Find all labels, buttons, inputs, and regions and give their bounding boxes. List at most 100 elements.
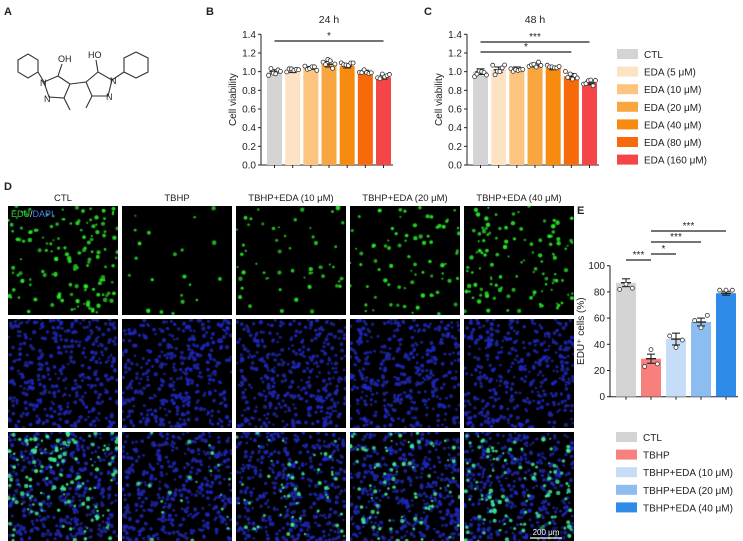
data-point: [377, 76, 383, 82]
bar-eda-5-m-: [491, 69, 507, 165]
data-point: [515, 68, 521, 73]
data-point: [536, 59, 541, 65]
significance-label: *: [524, 42, 528, 53]
bar-ctl: [267, 71, 282, 165]
data-point: [302, 63, 308, 69]
y-tick-label: 1.4: [242, 30, 256, 41]
significance-label: *: [327, 31, 331, 42]
data-point: [350, 60, 356, 66]
merge-image: [464, 432, 574, 541]
y-tick-label: 0.4: [242, 123, 256, 134]
data-point: [544, 62, 550, 68]
data-point: [593, 78, 598, 83]
legend-label: TBHP: [643, 451, 670, 462]
data-point: [484, 72, 489, 78]
data-point: [476, 68, 482, 74]
data-point: [518, 67, 523, 73]
y-tick-label: 0.2: [242, 142, 256, 153]
legend-swatch: [616, 449, 637, 460]
y-tick-label: 100: [588, 261, 605, 272]
y-tick-label: 0.8: [448, 86, 462, 97]
y-tick-label: 0.6: [242, 104, 256, 115]
merge-image: [122, 432, 232, 541]
data-point: [673, 345, 679, 350]
data-point: [366, 71, 372, 76]
column-label: TBHP: [164, 193, 189, 204]
y-tick-label: 20: [594, 366, 606, 377]
y-tick-label: 0.8: [242, 86, 256, 97]
viability-legend: CTL EDA (5 μM) EDA (10 μM) EDA (20 μM) EDA (…: [617, 49, 707, 167]
data-point: [327, 58, 333, 64]
y-tick-label: 0.4: [448, 123, 462, 134]
data-point: [357, 69, 362, 75]
data-point: [551, 65, 557, 71]
data-point: [343, 62, 349, 68]
data-point: [554, 65, 560, 71]
data-point: [572, 72, 578, 78]
bar-tbhp-eda-20-m-: [691, 322, 711, 397]
significance-label: ***: [670, 232, 682, 243]
dapi-image: [236, 319, 346, 428]
panel-label-a: A: [4, 6, 12, 18]
y-tick-label: 1.4: [448, 30, 462, 41]
panel-label-e: E: [577, 205, 584, 217]
y-axis-label: Cell viability: [228, 73, 239, 126]
data-point: [648, 347, 654, 353]
data-point: [585, 78, 591, 84]
data-point: [574, 75, 580, 81]
legend-swatch: [616, 484, 637, 495]
data-point: [717, 287, 723, 293]
y-tick-label: 0: [599, 392, 605, 403]
legend-swatch: [617, 101, 638, 112]
y-axis-label: Cell viability: [434, 73, 445, 126]
significance-label: *: [662, 244, 666, 255]
atom-label: N: [44, 94, 51, 104]
legend-label: EDA (160 μM): [644, 156, 707, 167]
merge-image: [8, 432, 118, 541]
chart-24h: 0.0 0.2 0.4 0.6 0.8 1.0 1.2 1.4 Cell viability 24…: [228, 14, 394, 172]
chemical-structure: [17, 51, 149, 111]
data-point: [508, 66, 514, 72]
atom-label: N: [110, 76, 117, 86]
data-point: [729, 287, 735, 293]
data-point: [565, 75, 571, 80]
data-point: [588, 77, 594, 83]
data-point: [332, 61, 338, 67]
data-point: [492, 72, 498, 78]
data-point: [629, 285, 635, 291]
data-point: [345, 63, 351, 68]
legend-swatch: [617, 84, 638, 95]
bar-tbhp-eda-40-m-: [716, 293, 736, 397]
data-point: [341, 62, 347, 68]
data-point: [623, 281, 629, 287]
chart-48h: 0.0 0.2 0.4 0.6 0.8 1.0 1.2 1.4 Cell viability 48…: [434, 14, 600, 172]
data-point: [533, 64, 539, 70]
data-point: [266, 72, 271, 78]
data-point: [309, 64, 315, 70]
data-point: [617, 286, 623, 292]
dapi-image: [350, 319, 460, 428]
dapi-image: [8, 319, 118, 428]
significance-label: ***: [683, 221, 695, 232]
data-point: [590, 83, 596, 89]
data-point: [529, 62, 534, 68]
data-point: [723, 287, 729, 293]
edu-image: [122, 206, 232, 315]
edu-image: [350, 206, 460, 315]
data-point: [330, 65, 335, 71]
data-point: [273, 71, 279, 77]
merge-image: [350, 432, 460, 541]
data-point: [275, 67, 281, 73]
data-point: [567, 71, 573, 77]
data-point: [278, 68, 283, 74]
data-point: [472, 74, 477, 79]
data-point: [547, 64, 553, 70]
data-point: [359, 70, 365, 75]
edu-legend: CTL TBHP TBHP+EDA (10 μM) TBHP+EDA (20 μM) T…: [616, 432, 733, 514]
y-tick-label: 0.0: [242, 161, 256, 172]
y-tick-label: 0.2: [448, 142, 462, 153]
edu-image: [464, 206, 574, 315]
data-point: [526, 63, 532, 69]
column-label: TBHP+EDA (10 μM): [248, 193, 333, 204]
legend-swatch: [617, 66, 638, 77]
